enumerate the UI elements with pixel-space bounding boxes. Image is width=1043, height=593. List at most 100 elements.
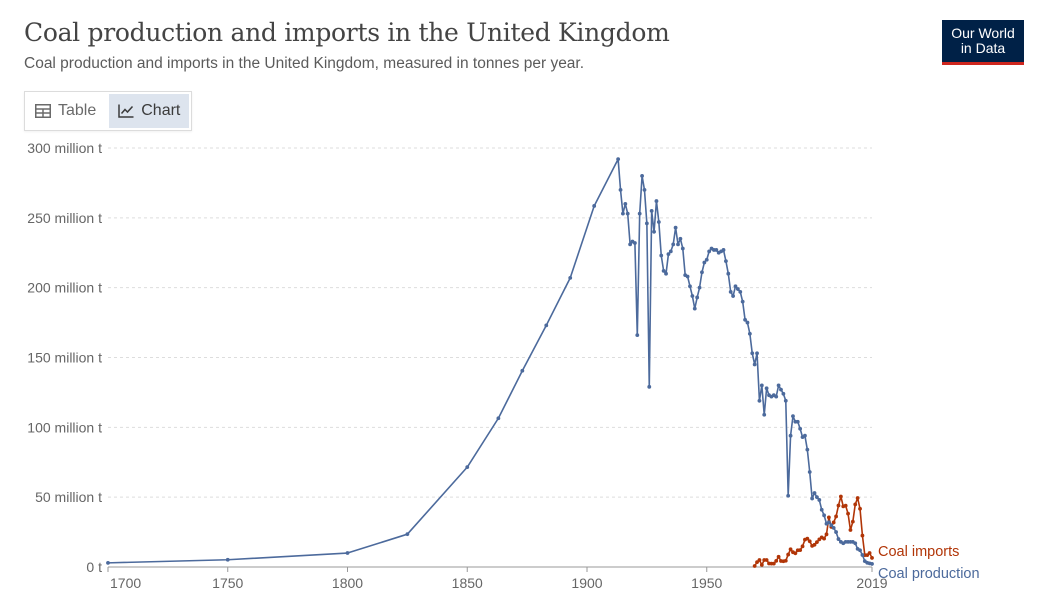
data-point xyxy=(759,383,764,388)
y-tick-label: 200 million t xyxy=(27,280,102,296)
data-point xyxy=(798,426,803,431)
data-point xyxy=(702,260,707,265)
data-point xyxy=(771,561,776,566)
data-point xyxy=(345,551,350,555)
data-point xyxy=(750,351,755,356)
y-axis: 0 t 50 million t 100 million t 150 million … xyxy=(27,140,102,575)
data-point xyxy=(826,515,831,520)
view-tabs: Table Chart xyxy=(24,91,193,131)
data-point xyxy=(496,416,501,421)
data-point xyxy=(781,391,786,396)
tab-chart-label: Chart xyxy=(141,102,181,119)
data-point xyxy=(786,493,791,498)
series-line xyxy=(753,495,873,567)
x-axis: 1700 1750 1800 1850 1900 1950 2019 xyxy=(107,566,888,591)
data-point xyxy=(628,242,633,247)
data-point xyxy=(817,498,822,502)
data-point xyxy=(656,220,661,224)
data-point xyxy=(860,553,865,557)
data-point xyxy=(774,558,779,563)
data-point xyxy=(829,523,834,527)
data-point xyxy=(819,507,824,512)
data-point xyxy=(848,528,853,532)
data-point xyxy=(867,551,872,555)
data-point xyxy=(738,289,743,294)
data-point xyxy=(707,249,712,254)
x-tick-label: 1700 xyxy=(110,575,141,591)
data-point xyxy=(685,274,690,279)
data-point xyxy=(759,563,764,567)
data-point xyxy=(618,188,623,192)
y-tick-label: 300 million t xyxy=(27,140,102,156)
data-point xyxy=(870,556,874,560)
tab-table[interactable]: Table xyxy=(25,92,107,130)
data-point xyxy=(697,285,702,290)
data-point xyxy=(800,544,805,549)
data-point xyxy=(520,368,525,373)
data-point xyxy=(795,419,800,424)
data-point xyxy=(735,287,740,291)
data-point xyxy=(870,562,874,566)
data-point xyxy=(858,506,862,511)
data-point xyxy=(807,470,812,474)
logo-line-2: in Data xyxy=(960,40,1006,56)
y-tick-label: 150 million t xyxy=(27,350,102,366)
data-point xyxy=(783,398,788,403)
y-tick-label: 0 t xyxy=(86,559,102,575)
chart-title: Coal production and imports in the Unite… xyxy=(24,18,670,47)
data-point xyxy=(664,271,668,276)
data-point xyxy=(695,295,700,300)
data-point xyxy=(740,299,745,304)
series-line xyxy=(107,158,873,565)
data-point xyxy=(225,557,230,562)
data-point xyxy=(834,514,838,519)
series-label: Coal production xyxy=(878,566,980,582)
x-tick-label: 1950 xyxy=(691,575,722,591)
data-point xyxy=(762,412,767,417)
series-labels: Coal imports Coal production xyxy=(878,544,980,582)
series xyxy=(106,157,874,568)
data-point xyxy=(752,564,757,568)
data-point xyxy=(733,284,738,289)
data-point xyxy=(858,548,862,553)
data-point xyxy=(640,174,644,178)
data-point xyxy=(625,211,630,216)
data-point xyxy=(812,542,817,547)
data-point xyxy=(826,520,831,525)
data-point xyxy=(793,551,798,556)
series-coal-production xyxy=(106,157,874,566)
tab-chart[interactable]: Chart xyxy=(109,94,190,128)
data-point xyxy=(788,433,793,438)
owid-logo[interactable]: Our World in Data xyxy=(942,20,1024,65)
data-point xyxy=(678,236,683,241)
chart-subtitle: Coal production and imports in the Unite… xyxy=(24,55,585,72)
data-point xyxy=(668,249,673,254)
data-point xyxy=(743,317,747,322)
data-point xyxy=(680,246,685,251)
data-point xyxy=(724,259,728,264)
data-point xyxy=(673,225,678,230)
data-point xyxy=(764,558,769,562)
data-point xyxy=(757,398,762,403)
data-point xyxy=(783,558,788,563)
data-point xyxy=(853,541,858,546)
data-point xyxy=(745,320,750,325)
data-point xyxy=(836,503,841,508)
data-point xyxy=(690,294,695,298)
series-coal-imports xyxy=(752,494,874,568)
data-point xyxy=(755,351,759,356)
data-point xyxy=(623,201,628,206)
data-point xyxy=(822,513,826,518)
data-point xyxy=(700,270,704,275)
data-point xyxy=(810,496,815,501)
data-point xyxy=(616,157,621,162)
data-point xyxy=(568,275,573,280)
data-point xyxy=(544,323,549,328)
data-point xyxy=(666,252,671,257)
data-point xyxy=(752,362,757,367)
y-tick-label: 50 million t xyxy=(35,489,102,505)
x-tick-label: 2019 xyxy=(856,575,887,591)
x-tick-label: 1800 xyxy=(332,575,363,591)
data-point xyxy=(726,271,731,276)
